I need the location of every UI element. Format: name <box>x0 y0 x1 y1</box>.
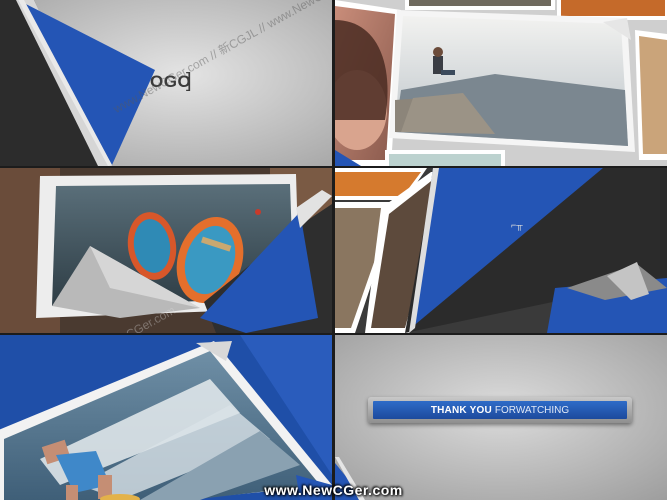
thank-you-banner-inner: THANK YOU FORWATCHING <box>373 401 627 419</box>
panel-logo-reveal-art <box>0 0 332 166</box>
for-watching-text: FORWATCHING <box>494 404 570 416</box>
panel-boats-photo-art <box>0 168 332 333</box>
panel-surfer-photo <box>0 335 332 500</box>
panel-transition-art: ⌐╥ <box>335 168 667 333</box>
logo-text: OGO <box>150 72 192 91</box>
panel-photo-collage-art <box>335 0 667 166</box>
panel-boats-photo: 新CGJL // www.NewCGer.com <box>0 168 332 333</box>
footer-site-text: www.NewCGer.com <box>264 482 403 498</box>
panel-photo-collage <box>335 0 667 166</box>
panel-logo-reveal: OGO ] www.NewCGer.com // 新CGJL // www.Ne… <box>0 0 332 166</box>
thank-you-text: THANK YOU <box>430 404 492 416</box>
logo-bracket: ] <box>186 70 192 92</box>
footer-watermark: www.NewCGer.com <box>0 480 667 500</box>
panel-transition: ⌐╥ <box>335 168 667 333</box>
panel-surfer-photo-art <box>0 335 332 500</box>
thank-you-banner: THANK YOU FORWATCHING <box>368 397 632 423</box>
svg-text:⌐╥: ⌐╥ <box>511 220 523 231</box>
